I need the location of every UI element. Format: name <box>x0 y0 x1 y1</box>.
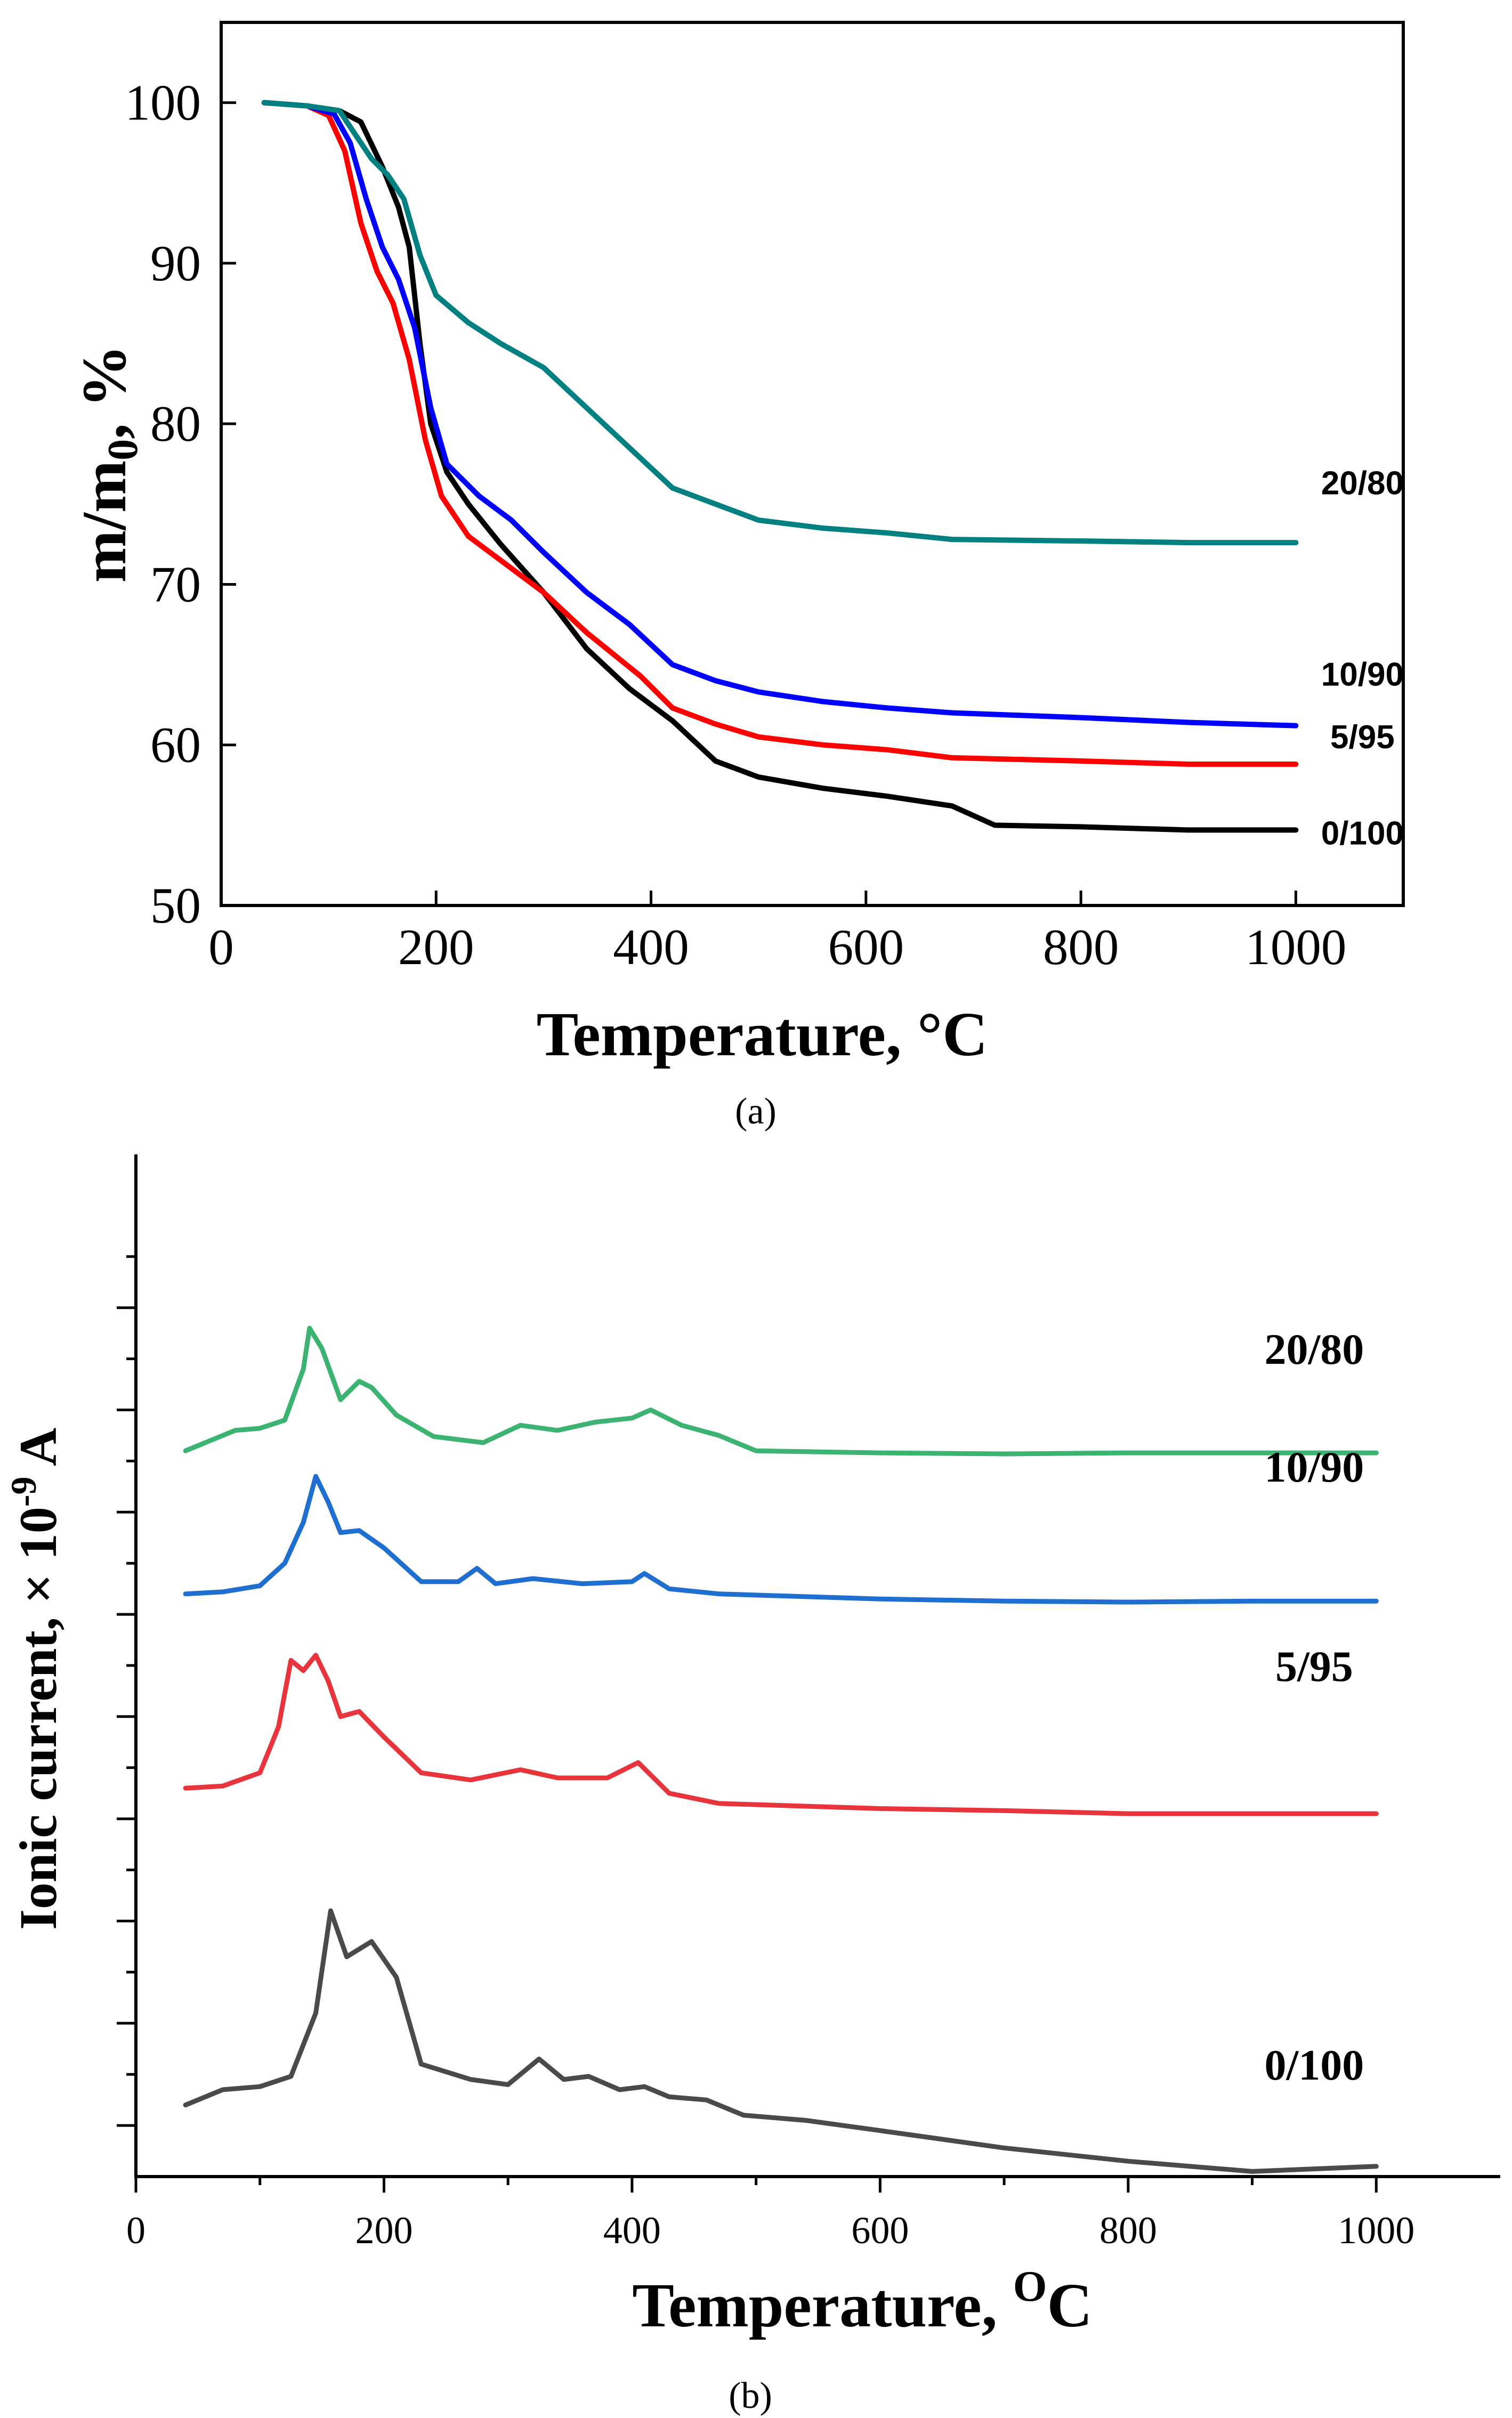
a-series-label: 10/90 <box>1321 656 1404 693</box>
panel-b-x-title-tail: C <box>1047 2270 1093 2340</box>
a-x-tick-label: 400 <box>613 919 689 975</box>
a-series-label: 5/95 <box>1330 719 1395 756</box>
panel-b-y-title-sup: -9 <box>3 1477 44 1507</box>
panel-b-series-group <box>183 1325 1379 2174</box>
panel-a-y-title-tail: , % <box>69 345 139 439</box>
b-series-0-100 <box>183 1908 1379 2174</box>
b-series-label: 20/80 <box>1265 1325 1364 1373</box>
a-y-tick-label: 50 <box>150 877 201 934</box>
panel-a-y-title-main: m/m <box>69 460 139 583</box>
panel-b-series-labels: 20/80 10/90 5/95 0/100 <box>1265 1325 1364 2089</box>
b-series-label: 0/100 <box>1265 2041 1364 2089</box>
a-y-tick-label: 90 <box>150 235 201 292</box>
panel-a-y-axis-title: m/m0, % <box>69 345 147 583</box>
panel-b-y-title-tail: A <box>9 1428 68 1477</box>
a-series-label: 0/100 <box>1321 815 1404 852</box>
a-x-tick-label: 0 <box>208 919 234 975</box>
panel-a-plot-frame <box>220 21 1405 907</box>
a-x-tick-label: 600 <box>828 919 904 975</box>
panel-b-x-title-sup: O <box>1013 2262 1047 2310</box>
b-x-tick-label: 1000 <box>1338 2209 1414 2252</box>
b-x-tick-label: 400 <box>603 2209 661 2252</box>
b-series-5-95 <box>183 1653 1379 1816</box>
panel-a-series-group <box>261 100 1299 833</box>
a-y-tick-label: 80 <box>150 395 201 452</box>
a-series-10-90 <box>261 100 1299 729</box>
panel-b-x-title-main: Temperature, <box>632 2270 1013 2340</box>
a-y-tick-label: 100 <box>125 75 201 131</box>
a-x-tick-label: 200 <box>398 919 474 975</box>
a-y-tick-label: 60 <box>150 717 201 773</box>
b-series-label: 5/95 <box>1275 1642 1353 1691</box>
panel-a-y-title-sub: 0 <box>100 439 147 460</box>
panel-b-y-axis <box>117 1255 136 2127</box>
panel-a-caption: (a) <box>735 1091 777 1132</box>
panel-a-x-axis: 0 200 400 600 800 1000 <box>208 891 1346 975</box>
panel-a-x-axis-title: Temperature, °C <box>537 999 988 1069</box>
panel-a-chart: 0 200 400 600 800 1000 50 60 70 80 90 100 0/100 5/9… <box>69 21 1405 1132</box>
b-x-tick-label: 800 <box>1099 2209 1157 2252</box>
a-series-5-95 <box>261 100 1299 767</box>
b-series-label: 10/90 <box>1265 1443 1364 1491</box>
a-x-tick-label: 1000 <box>1245 919 1346 975</box>
a-series-20-80 <box>261 100 1299 546</box>
b-x-tick-label: 600 <box>851 2209 909 2252</box>
panel-a-y-axis: 50 60 70 80 90 100 <box>125 75 236 934</box>
panel-b-chart: 0 200 400 600 800 1000 20/80 10/90 5/95 0/100 Te… <box>3 1154 1500 2416</box>
panel-b-x-axis-title: Temperature, OC <box>632 2262 1092 2340</box>
panel-b-x-axis: 0 200 400 600 800 1000 <box>126 2177 1414 2252</box>
b-series-10-90 <box>183 1474 1379 1605</box>
panel-a-series-labels: 0/100 5/95 10/90 20/80 <box>1321 465 1404 852</box>
b-x-tick-label: 0 <box>126 2209 145 2252</box>
a-x-tick-label: 800 <box>1043 919 1119 975</box>
b-x-tick-label: 200 <box>355 2209 413 2252</box>
b-series-20-80 <box>183 1325 1379 1457</box>
a-y-tick-label: 70 <box>150 556 201 612</box>
panel-b-caption: (b) <box>729 2375 772 2416</box>
panel-b-y-axis-title: Ionic current, × 10-9 A <box>3 1428 68 1930</box>
a-series-label: 20/80 <box>1321 465 1404 502</box>
panel-b-y-title-main: Ionic current, × 10 <box>9 1507 68 1930</box>
